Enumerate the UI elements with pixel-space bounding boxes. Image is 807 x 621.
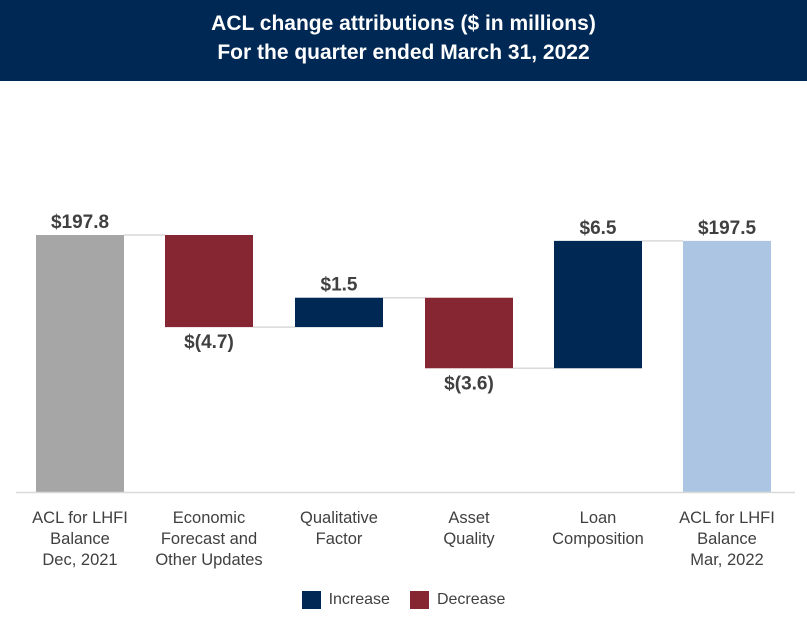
data-label: $197.8	[51, 212, 109, 233]
data-label: $6.5	[580, 218, 617, 239]
bar-decrease-1	[165, 235, 253, 328]
data-label: $1.5	[321, 275, 358, 296]
data-label: $(4.7)	[184, 332, 234, 353]
legend-item-increase: Increase	[301, 591, 390, 609]
legend-swatch-increase	[301, 591, 321, 609]
chart-subtitle: For the quarter ended March 31, 2022	[217, 41, 590, 64]
x-tick-label: ACL for LHFI Balance Dec, 2021	[32, 509, 128, 569]
legend-item-decrease: Decrease	[409, 591, 506, 609]
waterfall-chart: $197.8 $(4.7) $1.5 $(3.6) $6.5 $197.5	[16, 212, 795, 494]
bar-total-0	[36, 235, 124, 492]
chart-title: ACL change attributions ($ in millions)	[211, 12, 596, 35]
chart-title-banner: ACL change attributions ($ in millions) …	[0, 0, 807, 81]
legend: Increase Decrease	[0, 589, 807, 611]
x-tick-label: Asset Quality	[443, 509, 495, 548]
data-label: $(3.6)	[444, 373, 494, 394]
data-label: $197.5	[698, 218, 757, 239]
x-tick-label: ACL for LHFI Balance Mar, 2022	[679, 509, 775, 569]
x-tick-label: Economic Forecast and Other Updates	[155, 509, 263, 569]
legend-label-increase: Increase	[328, 591, 390, 608]
bar-increase-4	[554, 240, 642, 369]
legend-swatch-decrease	[409, 591, 429, 609]
bar-total-5	[683, 240, 771, 492]
legend-label-decrease: Decrease	[436, 591, 506, 608]
bar-increase-2	[295, 297, 383, 328]
x-tick-label: Qualitative Factor	[300, 509, 378, 548]
bar-decrease-3	[425, 297, 513, 369]
x-tick-label: Loan Composition	[552, 509, 644, 548]
